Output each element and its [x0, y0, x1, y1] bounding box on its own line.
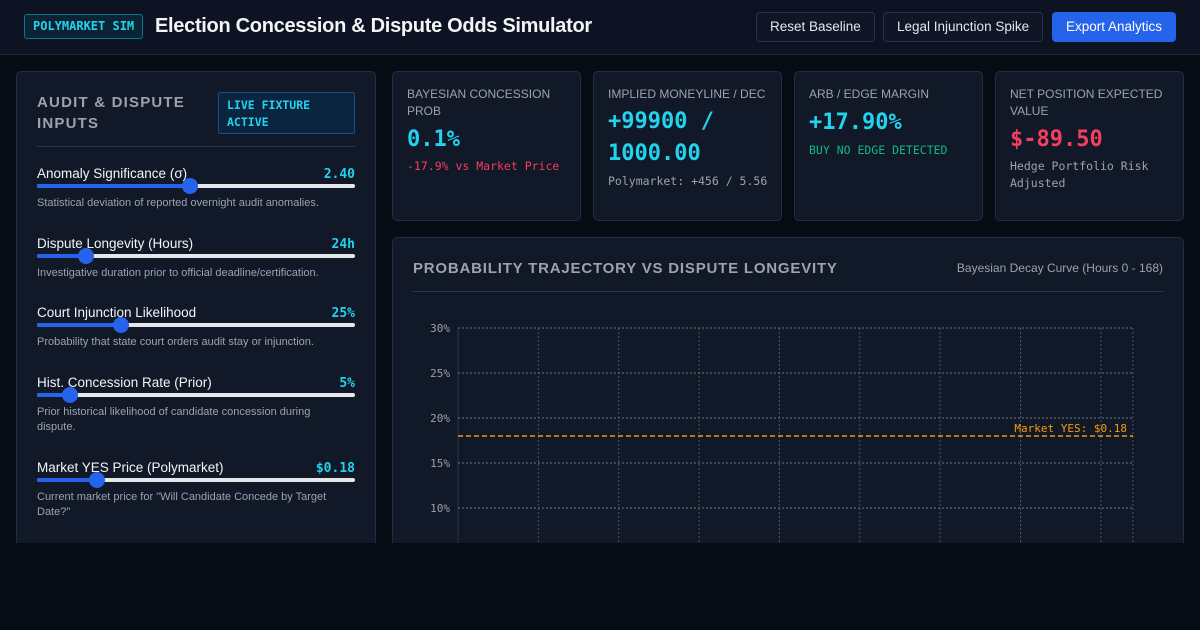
card-subtext: -17.9% vs Market Price — [407, 159, 560, 173]
control-label: Market YES Price (Polymarket) — [37, 460, 224, 475]
control-label: Court Injunction Likelihood — [37, 305, 197, 320]
slider-fill — [37, 184, 190, 188]
trajectory-chart-panel: PROBABILITY TRAJECTORY VS DISPUTE LONGEV… — [392, 237, 1184, 597]
slider-fill — [37, 393, 71, 397]
inputs-panel: AUDIT & DISPUTE INPUTS LIVE FIXTURE ACTI… — [16, 71, 376, 591]
dispute-longevity-slider[interactable] — [37, 248, 355, 264]
card-subtext: Polymarket: +456 / 5.56 — [608, 174, 768, 188]
card-title: BAYESIAN CONCESSION PROB — [407, 87, 551, 118]
chart-subtitle: Bayesian Decay Curve (Hours 0 - 168) — [956, 261, 1163, 275]
divider — [37, 146, 355, 147]
card-subtext: BUY NO EDGE DETECTED — [809, 143, 948, 157]
anomaly-significance-slider[interactable] — [37, 178, 355, 194]
moneyline-card: IMPLIED MONEYLINE / DEC +99900 / 1000.00… — [593, 71, 782, 221]
concession-prob-card: BAYESIAN CONCESSION PROB 0.1% -17.9% vs … — [392, 71, 581, 221]
control-description: Statistical deviation of reported overni… — [37, 197, 319, 209]
card-value: 0.1% — [407, 127, 460, 152]
market-yes-reference-label: Market YES: $0.18 — [1014, 422, 1127, 435]
reset-baseline-button[interactable]: Reset Baseline — [756, 12, 875, 42]
app-title: Election Concession & Dispute Odds Simul… — [155, 15, 592, 37]
control-description: Probability that state court orders audi… — [37, 336, 314, 348]
control-label: Dispute Longevity (Hours) — [37, 236, 194, 251]
slider-fill — [37, 323, 122, 327]
card-value: +17.90% — [809, 110, 902, 135]
divider — [413, 291, 1163, 292]
court-injunction-slider[interactable] — [37, 317, 355, 333]
control-value: 25% — [331, 306, 355, 321]
probability-trajectory-chart: 30% 25% 20% 15% 10% Market YES: $0.18 — [430, 322, 1134, 596]
concession-rate-slider[interactable] — [37, 387, 355, 403]
control-value: $0.18 — [315, 461, 355, 476]
slider-thumb[interactable] — [113, 317, 130, 333]
slider-thumb[interactable] — [78, 248, 95, 264]
control-label: Anomaly Significance (σ) — [37, 166, 188, 181]
slider-thumb[interactable] — [181, 178, 198, 194]
y-tick-label: 20% — [430, 412, 450, 425]
card-title: IMPLIED MONEYLINE / DEC — [608, 87, 766, 101]
card-value: $-89.50 — [1010, 127, 1103, 152]
legal-injunction-spike-button[interactable]: Legal Injunction Spike — [883, 12, 1044, 42]
card-subtext: Hedge Portfolio Risk Adjusted — [1010, 159, 1149, 190]
live-fixture-badge: LIVE FIXTURE ACTIVE — [218, 92, 355, 134]
control-value: 5% — [339, 376, 355, 391]
card-value: +99900 / 1000.00 — [608, 109, 714, 166]
edge-margin-card: ARB / EDGE MARGIN +17.90% BUY NO EDGE DE… — [794, 71, 983, 221]
card-title: NET POSITION EXPECTED VALUE — [1010, 87, 1163, 118]
control-value: 2.40 — [323, 167, 355, 182]
y-tick-label: 25% — [430, 367, 450, 380]
market-yes-price-slider[interactable] — [37, 472, 355, 488]
control-description: Current market price for "Will Candidate… — [37, 491, 327, 518]
slider-fill — [37, 478, 98, 482]
top-bar: POLYMARKET SIM Election Concession & Dis… — [0, 0, 1200, 55]
control-description: Prior historical likelihood of candidate… — [37, 406, 311, 433]
page-footer-area — [0, 543, 1200, 630]
card-title: ARB / EDGE MARGIN — [809, 87, 930, 101]
expected-value-card: NET POSITION EXPECTED VALUE $-89.50 Hedg… — [995, 71, 1184, 221]
control-value: 24h — [331, 237, 355, 252]
chart-title: PROBABILITY TRAJECTORY VS DISPUTE LONGEV… — [413, 260, 838, 277]
inputs-panel-title: AUDIT & DISPUTE INPUTS — [37, 94, 186, 132]
slider-fill — [37, 254, 87, 258]
y-tick-label: 15% — [430, 457, 450, 470]
control-label: Hist. Concession Rate (Prior) — [37, 375, 212, 390]
slider-thumb[interactable] — [62, 387, 79, 403]
slider-thumb[interactable] — [89, 472, 106, 488]
y-tick-label: 10% — [430, 502, 450, 515]
y-tick-label: 30% — [430, 322, 450, 335]
export-analytics-button[interactable]: Export Analytics — [1052, 12, 1177, 42]
control-description: Investigative duration prior to official… — [37, 267, 319, 279]
brand-badge: POLYMARKET SIM — [24, 14, 144, 39]
